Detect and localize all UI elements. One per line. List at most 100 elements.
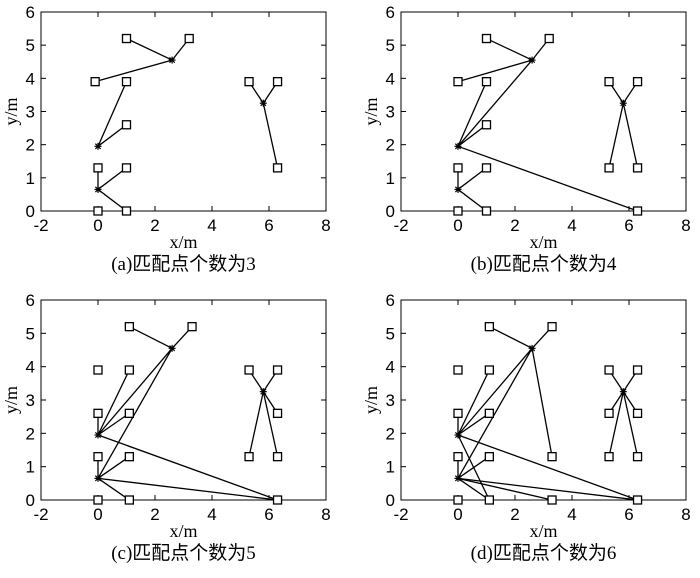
anchor-point — [121, 120, 132, 130]
x-tick-label: 8 — [681, 505, 690, 524]
match-link — [457, 477, 553, 501]
estimate-point — [94, 142, 102, 150]
match-link — [97, 434, 278, 501]
match-link — [97, 369, 130, 436]
panel-caption: (b)匹配点个数为4 — [471, 253, 617, 275]
y-tick-label: 4 — [386, 358, 395, 377]
estimate-point — [259, 99, 267, 107]
estimate-point — [94, 431, 102, 439]
anchor-point — [604, 77, 614, 87]
x-tick-label: 6 — [264, 505, 273, 524]
anchor-point — [604, 365, 614, 375]
match-link — [457, 167, 487, 190]
anchor-point — [484, 452, 495, 462]
panel-caption: (d)匹配点个数为6 — [471, 542, 617, 564]
panel-caption: (a)匹配点个数为3 — [111, 253, 256, 275]
y-tick-label: 2 — [26, 136, 35, 155]
y-tick-label: 5 — [386, 36, 395, 55]
y-axis-label: y/m — [361, 97, 381, 125]
y-tick-label: 2 — [386, 424, 395, 443]
anchor-point — [453, 77, 463, 87]
x-tick-label: 6 — [264, 216, 273, 235]
anchor-point — [121, 163, 132, 173]
anchor-point — [544, 33, 554, 44]
estimate-point — [528, 344, 536, 352]
x-tick-label: 0 — [93, 216, 102, 235]
y-tick-label: 1 — [26, 169, 35, 188]
anchor-point — [481, 120, 492, 130]
x-tick-label: 6 — [624, 505, 633, 524]
y-tick-label: 6 — [386, 3, 395, 22]
plot-frame — [40, 11, 327, 212]
plot-frame — [400, 11, 687, 212]
anchor-point — [90, 77, 100, 87]
estimate-point — [619, 99, 627, 107]
match-link — [126, 37, 173, 61]
x-tick-label: 8 — [681, 216, 690, 235]
y-tick-label: 4 — [386, 69, 395, 88]
match-link — [622, 391, 639, 457]
estimate-point — [528, 56, 536, 64]
y-tick-label: 3 — [26, 391, 35, 410]
anchor-point — [481, 77, 492, 87]
estimate-point — [454, 474, 462, 482]
anchor-point — [272, 163, 283, 173]
plot-frame — [40, 299, 327, 501]
y-tick-label: 5 — [26, 324, 35, 343]
match-link — [97, 348, 173, 479]
anchor-point — [124, 322, 134, 332]
anchor-point — [632, 365, 643, 375]
match-link — [608, 391, 624, 457]
estimate-point — [168, 56, 176, 64]
x-tick-label: -2 — [33, 505, 48, 524]
anchor-point — [484, 365, 495, 375]
match-link — [457, 348, 533, 479]
x-tick-label: 2 — [150, 216, 159, 235]
match-link — [489, 326, 533, 349]
anchor-point — [272, 365, 283, 375]
y-tick-label: 6 — [386, 291, 395, 310]
y-tick-label: 0 — [26, 202, 35, 221]
anchor-point — [93, 206, 103, 216]
x-tick-label: 0 — [453, 216, 462, 235]
match-link — [94, 59, 173, 83]
match-link — [97, 477, 278, 501]
anchor-point — [124, 452, 134, 462]
anchor-point — [93, 163, 103, 173]
anchor-point — [272, 495, 283, 505]
match-link — [457, 145, 638, 212]
match-link — [97, 412, 130, 436]
anchor-point — [93, 408, 103, 418]
match-link — [97, 81, 128, 147]
plot-frame — [400, 299, 687, 501]
match-link — [486, 37, 533, 61]
y-tick-label: 0 — [26, 491, 35, 510]
match-link — [457, 369, 490, 436]
y-tick-label: 0 — [386, 491, 395, 510]
y-tick-label: 6 — [26, 291, 35, 310]
match-link — [457, 412, 490, 436]
anchor-point — [604, 452, 614, 462]
match-link — [457, 81, 488, 147]
match-link — [457, 59, 533, 83]
anchor-point — [632, 206, 643, 216]
y-axis-label: y/m — [361, 386, 381, 414]
anchor-point — [124, 365, 134, 375]
anchor-point — [453, 365, 463, 375]
estimate-point — [94, 474, 102, 482]
anchor-point — [93, 452, 103, 462]
match-link — [457, 124, 487, 147]
anchor-point — [604, 408, 614, 418]
estimate-point — [259, 388, 267, 396]
y-tick-label: 6 — [26, 3, 35, 22]
anchor-point — [272, 77, 283, 87]
anchor-point — [453, 495, 463, 505]
estimate-point — [168, 344, 176, 352]
anchor-point — [484, 322, 495, 332]
estimate-point — [94, 185, 102, 193]
anchor-point — [547, 495, 557, 505]
y-tick-label: 1 — [386, 169, 395, 188]
match-link — [608, 103, 624, 169]
